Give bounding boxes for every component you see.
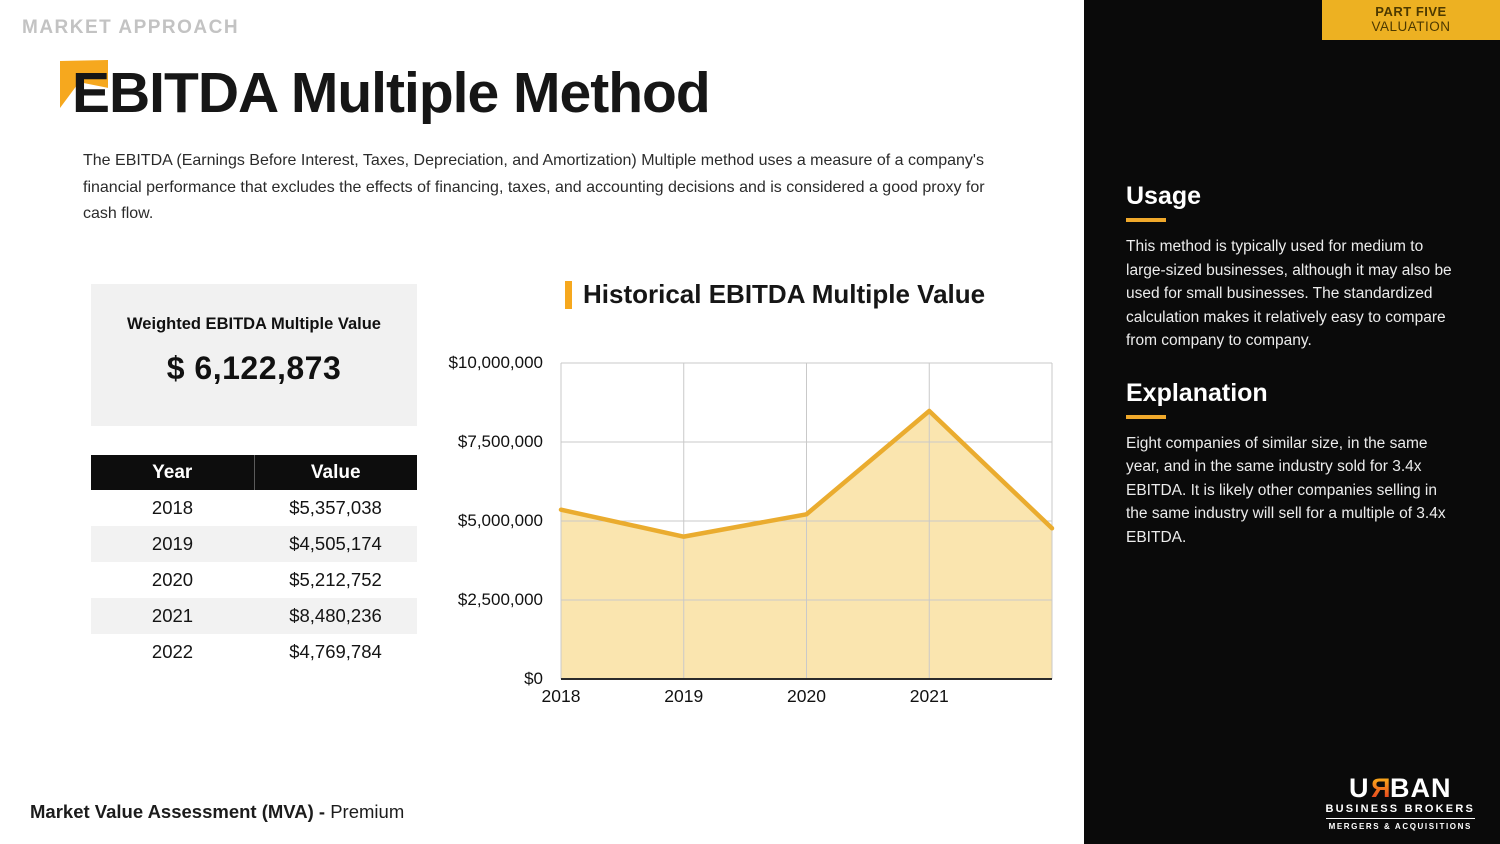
x-tick-label: 2020 [787,686,826,706]
weighted-value-label: Weighted EBITDA Multiple Value [127,315,381,333]
table-cell: $8,480,236 [289,605,382,626]
footer-note: Market Value Assessment (MVA) - Premium [30,801,404,823]
logo-wordmark: URBAN [1326,773,1476,803]
weighted-value-card: Weighted EBITDA Multiple Value $ 6,122,8… [91,284,417,426]
area-chart [558,362,1055,680]
table-cell: 2022 [151,641,194,662]
x-tick-label: 2019 [664,686,704,706]
chart-title: Historical EBITDA Multiple Value [565,279,985,310]
table-header-cell: Year [91,455,254,490]
part-tag-badge: PART FIVE VALUATION [1322,0,1500,40]
y-tick-label: $5,000,000 [457,511,543,530]
table-cell: 2019 [151,533,194,554]
table-cell: $5,357,038 [289,497,382,518]
explanation-body: Eight companies of similar size, in the … [1126,434,1446,546]
year-value-table: Year Value 2018 $5,357,038 2019 $4,505,174 20… [91,455,417,670]
explanation-section: Explanation Eight companies of similar s… [1126,379,1460,550]
table-cell: 2018 [151,497,194,518]
sidebar-content: Usage This method is typically used for … [1126,182,1460,575]
chart-title-accent-bar [565,280,572,309]
chart-y-axis-labels: $0 $2,500,000 $5,000,000 $7,500,000 $10,000,… [420,353,552,688]
sidebar: PART FIVE VALUATION Usage This method is… [1084,0,1500,844]
usage-section: Usage This method is typically used for … [1126,182,1460,353]
chart-title-text: Historical EBITDA Multiple Value [583,279,986,309]
table-row: 2019 $4,505,174 [91,526,417,562]
logo-part-ban: BAN [1390,773,1452,803]
table-row: 2021 $8,480,236 [91,598,417,634]
urban-business-brokers-logo: URBAN BUSINESS BROKERS MERGERS & ACQUISI… [1325,773,1476,831]
weighted-value-amount: $ 6,122,873 [166,350,342,386]
table-cell: $4,505,174 [289,533,382,554]
footer-bold-text: Market Value Assessment (MVA) - [30,801,331,822]
intro-paragraph: The EBITDA (Earnings Before Interest, Ta… [83,152,985,222]
logo-line3: MERGERS & ACQUISITIONS [1328,822,1472,831]
usage-body: This method is typically used for medium… [1126,238,1452,349]
table-header: Year Value [91,455,417,490]
table-cell: $5,212,752 [289,569,382,590]
y-tick-label: $10,000,000 [448,353,543,372]
eyebrow-label: MARKET APPROACH [22,17,240,38]
x-tick-label: 2018 [541,686,581,706]
table-cell: 2020 [151,569,194,590]
y-tick-label: $2,500,000 [457,590,543,609]
table-row: 2022 $4,769,784 [91,634,417,670]
part-tag-line1: PART FIVE [1375,4,1447,19]
page-title: EBITDA Multiple Method [72,61,711,125]
footer-regular-text: Premium [330,801,405,822]
table-cell: 2021 [151,605,194,626]
table-row: 2020 $5,212,752 [91,562,417,598]
chart-x-axis-labels: 2018 2019 2020 2021 [542,686,1052,710]
part-tag-line2: VALUATION [1371,19,1451,34]
logo-part-u: U [1349,773,1370,803]
y-tick-label: $7,500,000 [457,432,543,451]
explanation-heading-underline [1126,414,1166,419]
table-cell: $4,769,784 [289,641,382,662]
y-tick-label: $0 [524,669,543,688]
explanation-heading: Explanation [1126,378,1268,407]
x-tick-label: 2021 [909,686,949,706]
logo-mirrored-r: R [1369,773,1391,803]
usage-heading-underline [1126,218,1166,222]
table-row: 2018 $5,357,038 [91,490,417,526]
usage-heading: Usage [1126,182,1202,210]
table-header-cell: Value [253,455,417,490]
logo-line2: BUSINESS BROKERS [1325,803,1475,819]
